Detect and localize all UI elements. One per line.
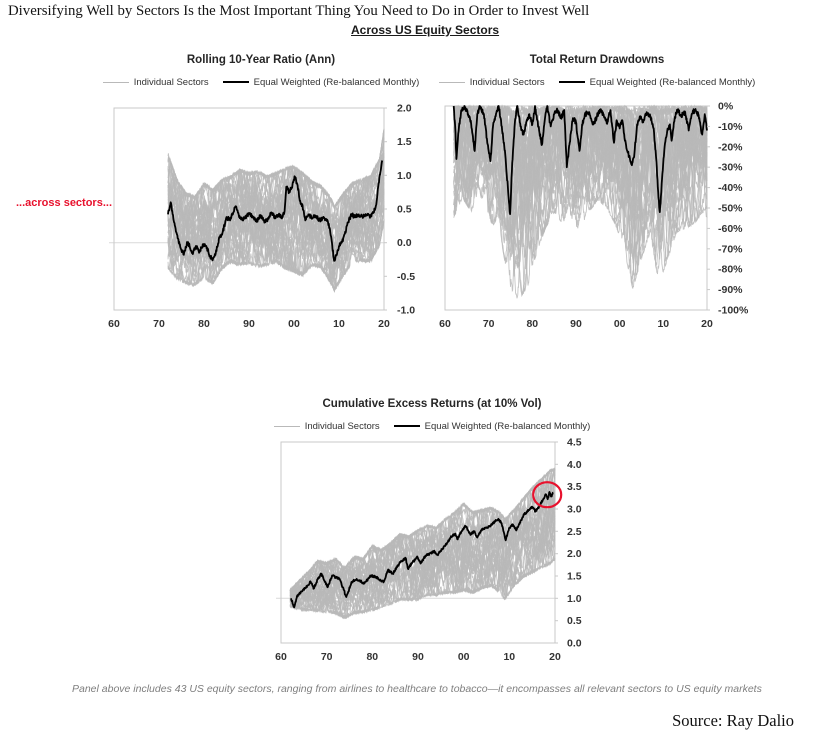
individual-sectors-swatch: [102, 81, 129, 83]
chart-rolling-ratio: Rolling 10-Year Ratio (Ann) Individual S…: [96, 52, 426, 334]
y-tick-label: 4.5: [567, 438, 582, 449]
individual-sector-line: [167, 168, 385, 263]
x-tick-label: 90: [243, 318, 255, 330]
individual-sector-line: [167, 177, 385, 285]
chart-legend: Individual Sectors Equal Weighted (Re-ba…: [96, 76, 426, 88]
y-tick-label: -30%: [718, 162, 743, 174]
individual-sector-line: [167, 165, 385, 274]
individual-sector-line: [167, 157, 385, 281]
x-tick-label: 80: [526, 318, 538, 330]
y-tick-label: 0.0: [397, 237, 412, 249]
individual-sector-line: [289, 468, 556, 615]
x-tick-label: 20: [378, 318, 390, 330]
y-tick-label: 3.0: [567, 504, 582, 516]
y-tick-label: -40%: [718, 182, 743, 194]
y-tick-label: -1.0: [397, 305, 415, 317]
chart-legend: Individual Sectors Equal Weighted (Re-ba…: [432, 76, 762, 88]
footnote: Panel above includes 43 US equity sector…: [72, 683, 762, 695]
legend-equal-weighted: Equal Weighted (Re-balanced Monthly): [424, 420, 591, 432]
individual-sector-line: [289, 483, 556, 612]
legend-equal-weighted: Equal Weighted (Re-balanced Monthly): [589, 76, 756, 88]
y-tick-label: 2.0: [397, 103, 412, 115]
individual-sector-line: [453, 109, 708, 273]
x-tick-label: 80: [366, 651, 378, 663]
x-tick-label: 00: [288, 318, 300, 330]
y-tick-label: -50%: [718, 203, 743, 215]
legend-individual-sectors: Individual Sectors: [304, 420, 380, 432]
individual-sector-line: [167, 141, 385, 279]
x-tick-label: 90: [412, 651, 424, 663]
y-tick-label: 0.5: [397, 204, 412, 216]
equal-weighted-line: [452, 105, 708, 215]
individual-sector-line: [453, 104, 708, 235]
y-tick-label: -0.5: [397, 271, 415, 283]
x-tick-label: 10: [657, 318, 669, 330]
chart-cumulative-excess-returns: Cumulative Excess Returns (at 10% Vol) I…: [262, 396, 602, 670]
y-tick-label: 1.5: [567, 571, 582, 583]
y-tick-label: -70%: [718, 243, 743, 255]
x-tick-label: 90: [570, 318, 582, 330]
chart-title: Rolling 10-Year Ratio (Ann): [186, 54, 336, 66]
x-tick-label: 00: [614, 318, 626, 330]
x-tick-label: 60: [439, 318, 451, 330]
equal-weighted-line: [290, 491, 554, 609]
y-tick-label: 0.5: [567, 615, 582, 627]
x-tick-label: 20: [549, 651, 561, 663]
y-tick-label: 0.0: [567, 638, 582, 650]
x-tick-label: 20: [701, 318, 713, 330]
chart-total-return-drawdowns: Total Return Drawdowns Individual Sector…: [432, 52, 762, 334]
legend-individual-sectors: Individual Sectors: [469, 76, 545, 88]
y-tick-label: -20%: [718, 141, 743, 153]
x-tick-label: 00: [458, 651, 470, 663]
y-tick-label: 0%: [718, 101, 734, 113]
individual-sector-line: [167, 171, 385, 287]
y-tick-label: -60%: [718, 223, 743, 235]
cumulative-excess-plot: 4.5 4.0 3.5 3.0 2.5 2.0 1.5 1.0 0.5 0.0 60 70 80 90 00…: [275, 438, 582, 663]
individual-sector-line: [167, 179, 385, 269]
x-tick-label: 10: [333, 318, 345, 330]
y-tick-label: -80%: [718, 264, 743, 276]
y-tick-label: 2.0: [567, 548, 582, 560]
x-tick-label: 60: [108, 318, 120, 330]
y-tick-label: 3.5: [567, 481, 582, 493]
individual-sector-line: [289, 491, 556, 606]
legend-individual-sectors: Individual Sectors: [133, 76, 209, 88]
source-credit: Source: Ray Dalio: [672, 711, 794, 730]
equal-weighted-line: [167, 160, 384, 262]
chart-title: Total Return Drawdowns: [529, 54, 665, 66]
individual-sector-line: [289, 471, 556, 608]
section-subtitle: Across US Equity Sectors: [351, 23, 500, 37]
y-tick-label: -100%: [718, 305, 749, 317]
x-tick-label: 80: [198, 318, 210, 330]
y-tick-label: 2.5: [567, 526, 582, 538]
individual-sectors-swatch: [273, 425, 300, 427]
x-tick-label: 70: [483, 318, 495, 330]
y-tick-label: 1.0: [397, 170, 412, 182]
drawdowns-plot: 0% -10% -20% -30% -40% -50% -60% -70% -80% -90% -1…: [439, 101, 749, 331]
highlight-circle: [532, 481, 563, 509]
across-sectors-label: ...across sectors...: [16, 197, 112, 209]
y-tick-label: 1.5: [397, 136, 412, 148]
rolling-ratio-plot: 2.0 1.5 1.0 0.5 0.0 -0.5 -1.0 60 70 80 90 00 10 20: [108, 103, 415, 331]
equal-weighted-swatch: [222, 81, 249, 83]
x-tick-label: 10: [503, 651, 515, 663]
y-tick-label: 1.0: [567, 593, 582, 605]
x-tick-label: 60: [275, 651, 287, 663]
legend-equal-weighted: Equal Weighted (Re-balanced Monthly): [253, 76, 420, 88]
individual-sector-line: [453, 109, 708, 264]
x-tick-label: 70: [321, 651, 333, 663]
x-tick-label: 70: [153, 318, 165, 330]
individual-sectors-swatch: [438, 81, 465, 83]
equal-weighted-swatch: [393, 425, 420, 427]
chart-title: Cumulative Excess Returns (at 10% Vol): [322, 398, 542, 410]
equal-weighted-swatch: [558, 81, 585, 83]
chart-legend: Individual Sectors Equal Weighted (Re-ba…: [262, 420, 602, 432]
y-tick-label: -90%: [718, 284, 743, 296]
individual-sector-line: [453, 104, 708, 218]
y-tick-label: -10%: [718, 121, 743, 133]
individual-sector-line: [289, 503, 556, 615]
document-title: Diversifying Well by Sectors Is the Most…: [8, 3, 590, 19]
y-tick-label: 4.0: [567, 459, 582, 471]
